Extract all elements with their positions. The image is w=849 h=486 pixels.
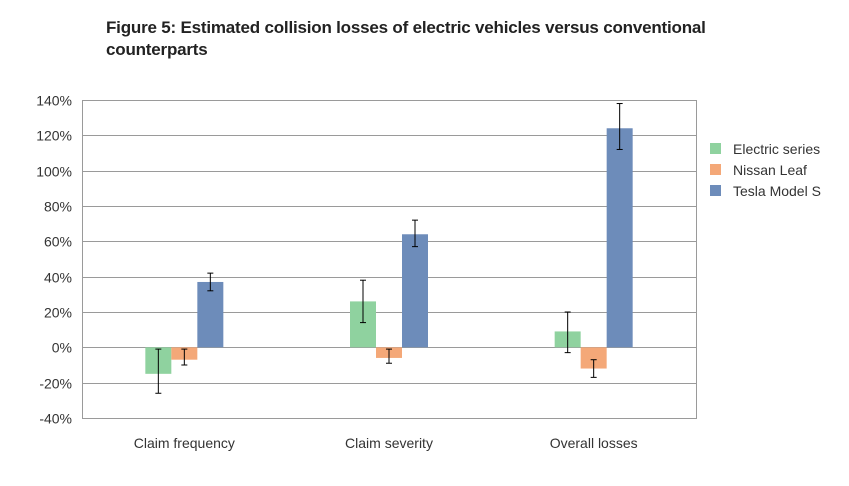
chart-title: Figure 5: Estimated collision losses of … [106, 18, 706, 59]
x-category-label: Claim severity [345, 435, 433, 451]
y-tick-label: 80% [44, 199, 72, 215]
y-tick-label: -40% [39, 411, 72, 427]
error-bars [155, 103, 623, 394]
y-tick-label: 140% [36, 93, 72, 109]
x-category-label: Overall losses [550, 435, 638, 451]
legend-swatch [710, 185, 721, 196]
y-tick-label: 20% [44, 305, 72, 321]
bars [145, 128, 633, 374]
legend-label: Electric series [733, 141, 820, 157]
bar [402, 234, 428, 348]
y-tick-label: 120% [36, 128, 72, 144]
plot-frame [82, 100, 697, 419]
legend-swatch [710, 164, 721, 175]
y-tick-label: 100% [36, 164, 72, 180]
legend-label: Nissan Leaf [733, 162, 807, 178]
legend-swatch [710, 143, 721, 154]
y-tick-label: -20% [39, 376, 72, 392]
bar [197, 281, 224, 348]
y-tick-label: 40% [44, 270, 72, 286]
legend-label: Tesla Model S [733, 183, 821, 199]
x-category-label: Claim frequency [134, 435, 235, 451]
y-axis-ticks: -40% -20% 0% 20% 40% 60% 80% 100% 120% 140% [36, 93, 72, 427]
bar [606, 128, 633, 348]
bar [580, 347, 607, 369]
gridlines [82, 100, 697, 419]
legend: Electric series Nissan Leaf Tesla Model S [710, 141, 821, 199]
y-tick-label: 60% [44, 234, 72, 250]
x-axis-labels: Claim frequency Claim severity Overall los… [134, 435, 638, 451]
y-tick-label: 0% [52, 340, 72, 356]
